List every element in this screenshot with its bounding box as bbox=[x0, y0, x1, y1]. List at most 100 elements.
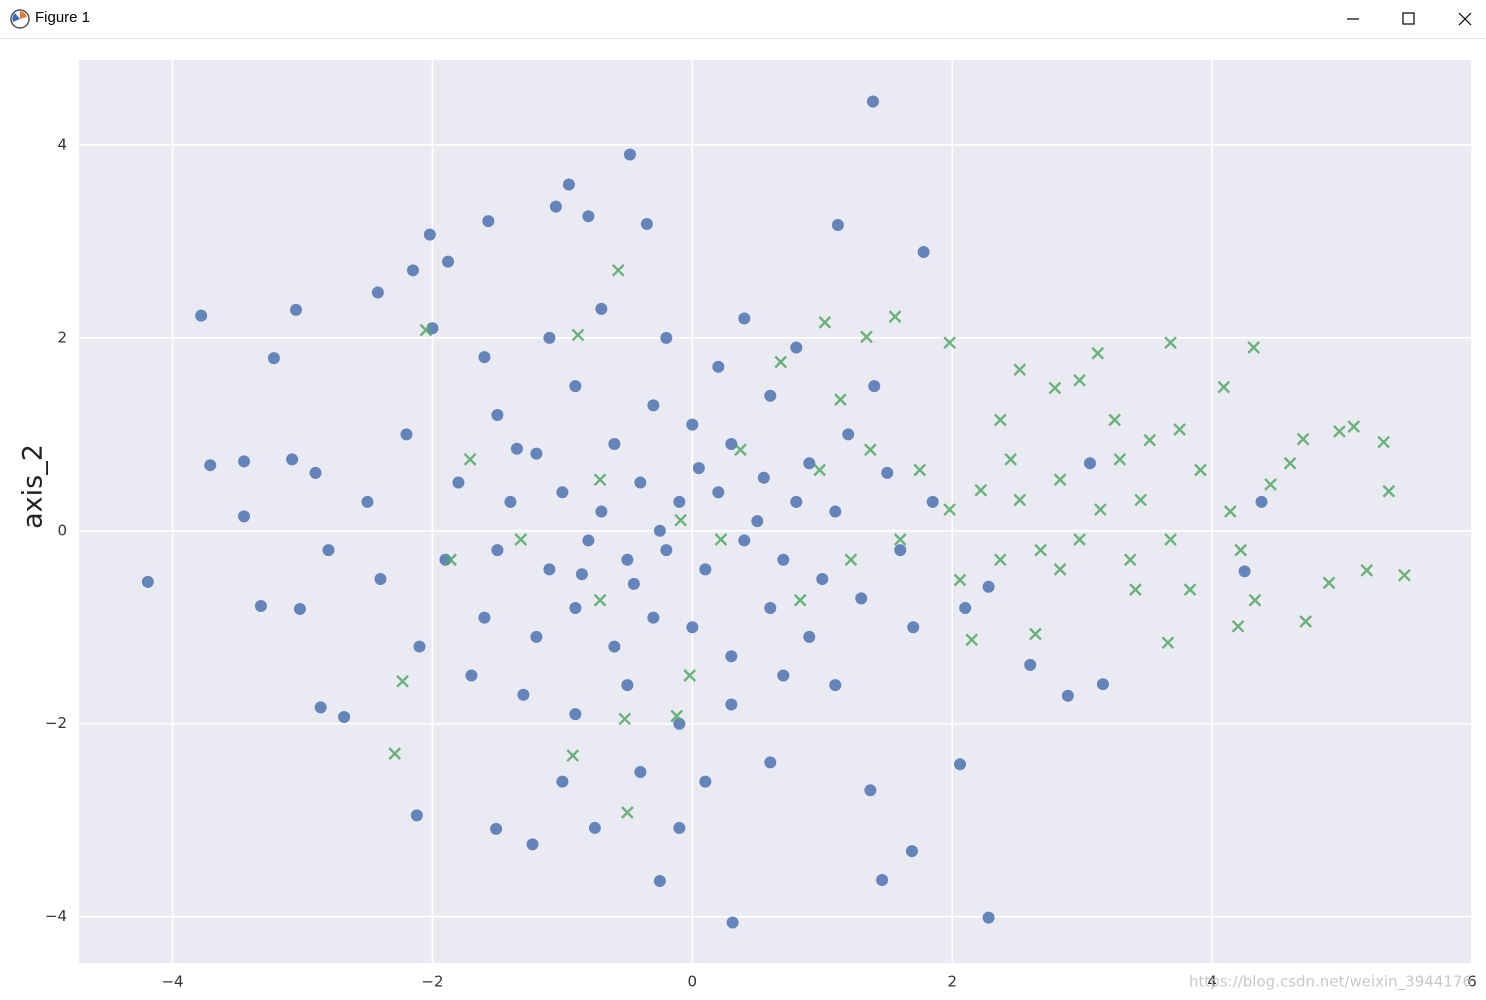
x-marker bbox=[514, 533, 528, 546]
x-marker bbox=[463, 453, 477, 466]
point bbox=[864, 784, 877, 797]
point bbox=[556, 486, 569, 499]
point bbox=[588, 821, 601, 834]
x-marker bbox=[1013, 493, 1027, 507]
point bbox=[829, 505, 842, 518]
point bbox=[777, 669, 790, 682]
x-marker bbox=[844, 553, 858, 567]
point bbox=[413, 640, 426, 653]
x-marker bbox=[1283, 456, 1297, 470]
point bbox=[660, 331, 673, 344]
point bbox=[526, 838, 539, 851]
point bbox=[1096, 678, 1109, 691]
point bbox=[517, 688, 530, 701]
point bbox=[866, 95, 879, 108]
point bbox=[452, 476, 465, 489]
x-marker bbox=[888, 310, 902, 323]
point bbox=[195, 309, 208, 322]
close-button[interactable] bbox=[1458, 12, 1472, 26]
y-tick-label: −2 bbox=[45, 714, 67, 732]
point bbox=[816, 573, 829, 586]
point bbox=[634, 765, 647, 778]
point bbox=[712, 360, 725, 373]
point bbox=[725, 650, 738, 663]
x-tick-label: −4 bbox=[161, 973, 183, 991]
y-tick-label: −4 bbox=[45, 907, 67, 925]
point bbox=[764, 756, 777, 769]
x-marker bbox=[1123, 553, 1137, 567]
point bbox=[504, 495, 517, 508]
x-tick-label: 0 bbox=[688, 973, 698, 991]
x-marker bbox=[1347, 420, 1361, 433]
point bbox=[894, 544, 907, 557]
point bbox=[569, 601, 582, 614]
x-tick-label: 4 bbox=[1207, 973, 1217, 991]
point bbox=[634, 476, 647, 489]
y-axis-label: axis_2 bbox=[18, 444, 49, 529]
point bbox=[543, 563, 556, 576]
point bbox=[556, 775, 569, 788]
point bbox=[491, 409, 504, 422]
x-marker bbox=[1264, 478, 1277, 491]
point bbox=[562, 178, 575, 191]
point bbox=[803, 630, 816, 643]
x-marker bbox=[893, 533, 907, 546]
point bbox=[478, 611, 491, 624]
point bbox=[465, 669, 478, 682]
point bbox=[982, 580, 995, 593]
x-marker bbox=[1013, 363, 1027, 377]
window-titlebar: Figure 1 bbox=[0, 0, 1486, 39]
window-controls[interactable] bbox=[1326, 0, 1486, 38]
x-marker bbox=[1053, 473, 1067, 487]
point bbox=[876, 874, 889, 887]
x-marker bbox=[1217, 380, 1231, 394]
x-marker bbox=[593, 593, 607, 607]
point bbox=[621, 679, 634, 692]
x-marker bbox=[611, 263, 625, 277]
point bbox=[803, 457, 816, 470]
point bbox=[309, 466, 322, 479]
x-marker bbox=[714, 533, 728, 546]
y-tick-label: 0 bbox=[57, 521, 67, 539]
x-marker bbox=[593, 473, 607, 487]
x-marker bbox=[1113, 453, 1127, 466]
x-marker bbox=[974, 483, 988, 497]
point bbox=[293, 602, 306, 615]
x-marker bbox=[621, 806, 634, 819]
point bbox=[361, 495, 374, 508]
x-marker bbox=[1173, 423, 1186, 436]
point bbox=[141, 575, 154, 588]
y-tick-label: 4 bbox=[57, 135, 67, 153]
x-marker bbox=[1048, 381, 1062, 395]
app-icon bbox=[10, 9, 30, 29]
point bbox=[855, 592, 868, 605]
point bbox=[686, 621, 699, 634]
x-marker bbox=[1231, 619, 1245, 633]
point bbox=[726, 916, 739, 929]
point bbox=[238, 510, 251, 523]
point bbox=[400, 428, 413, 441]
x-marker bbox=[793, 593, 807, 607]
point bbox=[582, 534, 595, 547]
point bbox=[692, 462, 705, 475]
x-marker bbox=[1053, 563, 1067, 576]
x-marker bbox=[419, 323, 433, 337]
x-marker bbox=[1322, 576, 1336, 590]
x-marker bbox=[943, 503, 956, 516]
point bbox=[842, 428, 855, 441]
point bbox=[1238, 565, 1251, 578]
x-marker bbox=[566, 749, 580, 762]
point bbox=[371, 286, 384, 299]
point bbox=[725, 437, 738, 450]
x-tick-label: 6 bbox=[1467, 973, 1477, 991]
point bbox=[1061, 689, 1074, 702]
maximize-button[interactable] bbox=[1402, 12, 1415, 25]
point bbox=[478, 351, 491, 364]
x-marker bbox=[1091, 346, 1105, 360]
point bbox=[790, 495, 803, 508]
point bbox=[673, 821, 686, 834]
point bbox=[640, 218, 653, 231]
point bbox=[595, 505, 608, 518]
x-marker bbox=[1248, 593, 1262, 607]
point bbox=[406, 264, 419, 277]
